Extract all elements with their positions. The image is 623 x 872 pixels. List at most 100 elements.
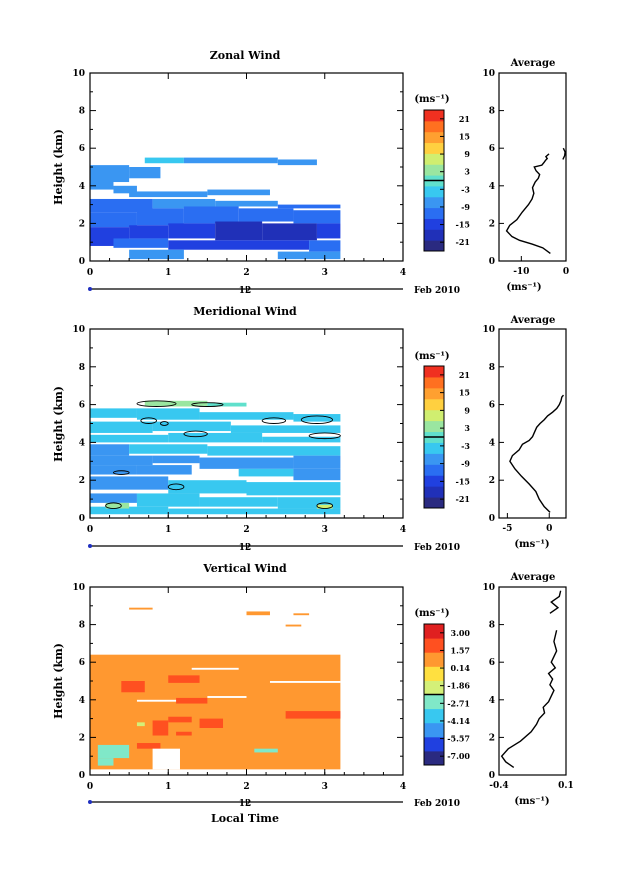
vertical-wind-ytick-label: 0 bbox=[79, 771, 85, 781]
zonal-wind-ytick-label: 6 bbox=[79, 144, 85, 154]
zonal-wind-colorbar-band bbox=[424, 164, 444, 176]
meridional-wind-cell bbox=[199, 497, 278, 507]
meridional-wind-cell bbox=[207, 402, 247, 407]
vertical-wind-colorbar-band bbox=[424, 624, 444, 639]
meridional-wind-colorbar-band bbox=[424, 497, 444, 509]
zonal-wind-colorbar-band bbox=[424, 185, 444, 198]
zonal-wind-cell bbox=[215, 221, 263, 241]
zonal-wind-cell bbox=[152, 198, 216, 209]
vertical-wind-avg-frame bbox=[498, 586, 567, 776]
zonal-wind-colorbar-label: 21 bbox=[459, 114, 470, 124]
meridional-wind-avg-frame bbox=[498, 328, 567, 519]
vertical-wind-cell bbox=[152, 720, 169, 736]
zonal-wind-cell bbox=[246, 240, 310, 250]
meridional-wind-colorbar-band bbox=[424, 486, 444, 498]
meridional-wind-avg-ytick-label: 2 bbox=[489, 476, 495, 486]
vertical-wind-colorbar-label: -5.57 bbox=[447, 734, 470, 744]
vertical-wind-xtick-label: 0 bbox=[87, 782, 93, 792]
zonal-wind-avg-title: Average bbox=[510, 58, 556, 69]
meridional-wind-colorbar-band bbox=[424, 420, 444, 433]
meridional-wind-cell bbox=[90, 506, 169, 515]
meridional-wind-cell bbox=[246, 482, 341, 496]
vertical-wind-cell bbox=[246, 611, 270, 616]
meridional-wind-ytick-label: 4 bbox=[79, 438, 85, 448]
vertical-wind-avg-ytick-label: 0 bbox=[489, 771, 495, 781]
zonal-wind-title: Zonal Wind bbox=[210, 49, 281, 62]
vertical-wind-avg-line bbox=[500, 630, 558, 769]
meridional-wind-cell bbox=[246, 508, 341, 515]
meridional-wind-contour bbox=[113, 470, 130, 475]
zonal-wind-avg-line-upper bbox=[562, 147, 566, 160]
zonal-wind-cell bbox=[90, 212, 137, 228]
meridional-wind-xtick-label: 4 bbox=[400, 525, 406, 535]
zonal-wind-cell bbox=[277, 204, 341, 209]
vertical-wind-ytick-label: 8 bbox=[79, 621, 85, 631]
zonal-wind-cell bbox=[183, 206, 239, 224]
vertical-wind-gap bbox=[207, 696, 247, 698]
zonal-wind-colorbar-label: 9 bbox=[464, 149, 470, 159]
meridional-wind-cell bbox=[129, 444, 208, 454]
meridional-wind-cell bbox=[136, 493, 200, 507]
meridional-wind-contour bbox=[136, 400, 177, 407]
meridional-wind-cell bbox=[136, 465, 192, 475]
vertical-wind-cell bbox=[136, 743, 161, 749]
meridional-wind-colorbar-band bbox=[424, 475, 444, 487]
meridional-wind-colorbar-label: -15 bbox=[456, 476, 470, 486]
vertical-wind-cells bbox=[90, 607, 341, 770]
meridional-wind-cell bbox=[168, 508, 247, 515]
meridional-wind-cell bbox=[199, 412, 294, 420]
zonal-wind-cell bbox=[144, 157, 184, 164]
vertical-wind-ytick-label: 2 bbox=[79, 733, 85, 743]
zonal-wind-date-label: Feb 2010 bbox=[414, 286, 460, 296]
meridional-wind-cell bbox=[152, 455, 200, 464]
meridional-wind-avg-xlabel: (ms⁻¹) bbox=[514, 539, 549, 550]
vertical-wind-avg-ytick-label: 6 bbox=[489, 658, 495, 668]
vertical-wind-title: Vertical Wind bbox=[202, 562, 287, 575]
meridional-wind-cell bbox=[90, 455, 153, 466]
meridional-wind-cell bbox=[90, 434, 169, 443]
zonal-wind-colorbar-label: -21 bbox=[456, 237, 470, 247]
meridional-wind-cell bbox=[90, 493, 137, 503]
meridional-wind-colorbar-band bbox=[424, 409, 444, 422]
meridional-wind-colorbar-label: 21 bbox=[459, 370, 470, 380]
meridional-wind-ylabel: Height (km) bbox=[52, 386, 65, 462]
zonal-wind-xtick-label: 4 bbox=[400, 268, 406, 278]
zonal-wind-cell bbox=[207, 189, 270, 196]
zonal-wind-avg-ytick-label: 0 bbox=[489, 257, 495, 267]
meridional-wind-avg-xtick-label: -5 bbox=[502, 524, 512, 534]
meridional-wind-colorbar-band bbox=[424, 453, 444, 465]
zonal-wind-avg-ytick-label: 4 bbox=[489, 182, 495, 192]
vertical-wind-cell bbox=[285, 624, 302, 627]
zonal-wind-cell bbox=[309, 240, 341, 252]
meridional-wind-contour bbox=[261, 417, 287, 424]
vertical-wind-panel: Vertical Wind Height (km) 12 Feb 2010 Lo… bbox=[52, 562, 574, 825]
vertical-wind-xlabel: Local Time bbox=[211, 812, 279, 825]
vertical-wind-xtick-label: 4 bbox=[400, 782, 406, 792]
meridional-wind-xtick-label: 2 bbox=[243, 525, 249, 535]
meridional-wind-date-label: Feb 2010 bbox=[414, 543, 460, 553]
zonal-wind-ytick-label: 0 bbox=[79, 257, 85, 267]
meridional-wind-title: Meridional Wind bbox=[193, 305, 297, 318]
zonal-wind-colorbar-band bbox=[424, 196, 444, 209]
zonal-wind-cell bbox=[90, 165, 130, 183]
zonal-wind-colorbar-band bbox=[424, 240, 444, 252]
zonal-wind-colorbar-band bbox=[424, 207, 444, 219]
vertical-wind-cell bbox=[176, 697, 208, 704]
vertical-wind-colorbar-label: 1.57 bbox=[451, 645, 470, 655]
meridional-wind-colorbar-unit: (ms⁻¹) bbox=[414, 351, 449, 362]
zonal-wind-colorbar-label: -3 bbox=[461, 184, 470, 194]
zonal-wind-cell bbox=[277, 251, 341, 260]
meridional-wind-colorbar-band bbox=[424, 442, 444, 454]
zonal-wind-avg-xlabel: (ms⁻¹) bbox=[506, 282, 541, 293]
meridional-wind-cell bbox=[262, 436, 341, 443]
meridional-wind-avg-ytick-label: 6 bbox=[489, 401, 495, 411]
meridional-wind-contour bbox=[191, 402, 224, 407]
meridional-wind-contour bbox=[300, 415, 334, 424]
meridional-wind-cell bbox=[90, 408, 137, 418]
zonal-wind-ylabel: Height (km) bbox=[52, 129, 65, 205]
vertical-wind-xtick-label: 3 bbox=[322, 782, 328, 792]
vertical-wind-gap bbox=[269, 681, 341, 683]
meridional-wind-ytick-label: 2 bbox=[79, 476, 85, 486]
meridional-wind-contour bbox=[183, 430, 208, 438]
zonal-wind-colorbar-band bbox=[424, 120, 444, 133]
